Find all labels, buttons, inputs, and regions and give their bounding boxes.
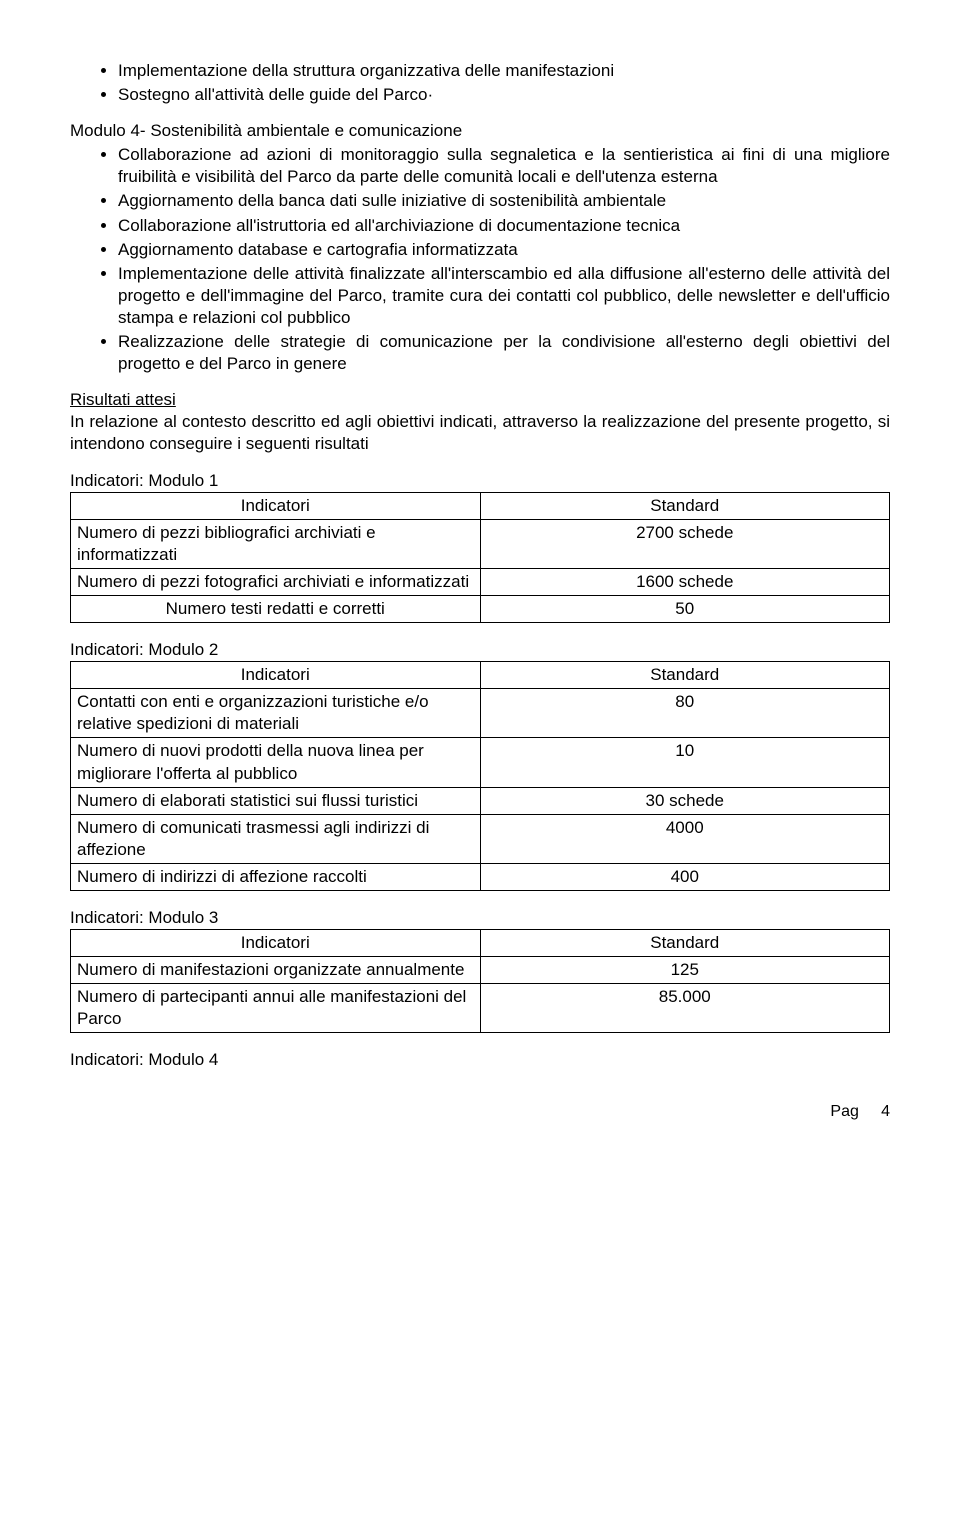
table-row: Numero testi redatti e corretti50 (71, 595, 890, 622)
table-row: Numero di indirizzi di affezione raccolt… (71, 863, 890, 890)
bullet-list-top: Implementazione della struttura organizz… (70, 60, 890, 106)
indicator-label: Numero di indirizzi di affezione raccolt… (71, 863, 481, 890)
list-item: Sostegno all'attività delle guide del Pa… (118, 84, 890, 106)
indicator-label: Numero di pezzi fotografici archiviati e… (71, 568, 481, 595)
module4-title: Modulo 4- Sostenibilità ambientale e com… (70, 120, 890, 142)
column-header-standard: Standard (480, 662, 890, 689)
list-item: Realizzazione delle strategie di comunic… (118, 331, 890, 375)
module4-indicators-heading: Indicatori: Modulo 4 (70, 1049, 890, 1071)
page-number: 4 (881, 1103, 890, 1120)
indicator-label: Numero testi redatti e corretti (71, 595, 481, 622)
table-heading: Indicatori: Modulo 3 (70, 907, 890, 929)
column-header-indicatori: Indicatori (71, 930, 481, 957)
table-heading: Indicatori: Modulo 2 (70, 639, 890, 661)
indicator-value: 400 (480, 863, 890, 890)
indicator-value: 125 (480, 957, 890, 984)
indicator-label: Numero di elaborati statistici sui fluss… (71, 787, 481, 814)
indicator-table: IndicatoriStandardContatti con enti e or… (70, 661, 890, 891)
indicator-value: 10 (480, 738, 890, 787)
indicator-table: IndicatoriStandardNumero di manifestazio… (70, 929, 890, 1033)
indicator-label: Numero di manifestazioni organizzate ann… (71, 957, 481, 984)
indicator-table-block: Indicatori: Modulo 3IndicatoriStandardNu… (70, 907, 890, 1033)
list-item: Aggiornamento della banca dati sulle ini… (118, 190, 890, 212)
indicator-value: 2700 schede (480, 519, 890, 568)
list-item: Aggiornamento database e cartografia inf… (118, 239, 890, 261)
indicator-table-block: Indicatori: Modulo 2IndicatoriStandardCo… (70, 639, 890, 891)
table-row: Numero di nuovi prodotti della nuova lin… (71, 738, 890, 787)
page-footer: Pag 4 (70, 1102, 890, 1123)
table-row: Numero di comunicati trasmessi agli indi… (71, 814, 890, 863)
table-row: Numero di manifestazioni organizzate ann… (71, 957, 890, 984)
page-label: Pag (830, 1103, 858, 1120)
indicator-value: 1600 schede (480, 568, 890, 595)
indicator-value: 80 (480, 689, 890, 738)
indicator-label: Contatti con enti e organizzazioni turis… (71, 689, 481, 738)
indicator-value: 50 (480, 595, 890, 622)
indicator-label: Numero di nuovi prodotti della nuova lin… (71, 738, 481, 787)
indicator-label: Numero di pezzi bibliografici archiviati… (71, 519, 481, 568)
indicator-table-block: Indicatori: Modulo 1IndicatoriStandardNu… (70, 470, 890, 624)
list-item: Implementazione della struttura organizz… (118, 60, 890, 82)
bullet-list-module4: Collaborazione ad azioni di monitoraggio… (70, 144, 890, 375)
results-intro-text: In relazione al contesto descritto ed ag… (70, 412, 890, 453)
indicator-value: 30 schede (480, 787, 890, 814)
indicator-value: 4000 (480, 814, 890, 863)
column-header-indicatori: Indicatori (71, 662, 481, 689)
results-heading: Risultati attesi (70, 390, 176, 409)
column-header-indicatori: Indicatori (71, 492, 481, 519)
indicator-table: IndicatoriStandardNumero di pezzi biblio… (70, 492, 890, 623)
table-row: Numero di pezzi bibliografici archiviati… (71, 519, 890, 568)
results-section: Risultati attesi In relazione al contest… (70, 389, 890, 455)
list-item: Collaborazione ad azioni di monitoraggio… (118, 144, 890, 188)
table-row: Numero di pezzi fotografici archiviati e… (71, 568, 890, 595)
column-header-standard: Standard (480, 492, 890, 519)
list-item: Collaborazione all'istruttoria ed all'ar… (118, 215, 890, 237)
indicator-label: Numero di comunicati trasmessi agli indi… (71, 814, 481, 863)
table-row: Numero di partecipanti annui alle manife… (71, 984, 890, 1033)
table-row: Contatti con enti e organizzazioni turis… (71, 689, 890, 738)
table-row: Numero di elaborati statistici sui fluss… (71, 787, 890, 814)
indicator-value: 85.000 (480, 984, 890, 1033)
table-heading: Indicatori: Modulo 1 (70, 470, 890, 492)
list-item: Implementazione delle attività finalizza… (118, 263, 890, 329)
indicator-label: Numero di partecipanti annui alle manife… (71, 984, 481, 1033)
column-header-standard: Standard (480, 930, 890, 957)
